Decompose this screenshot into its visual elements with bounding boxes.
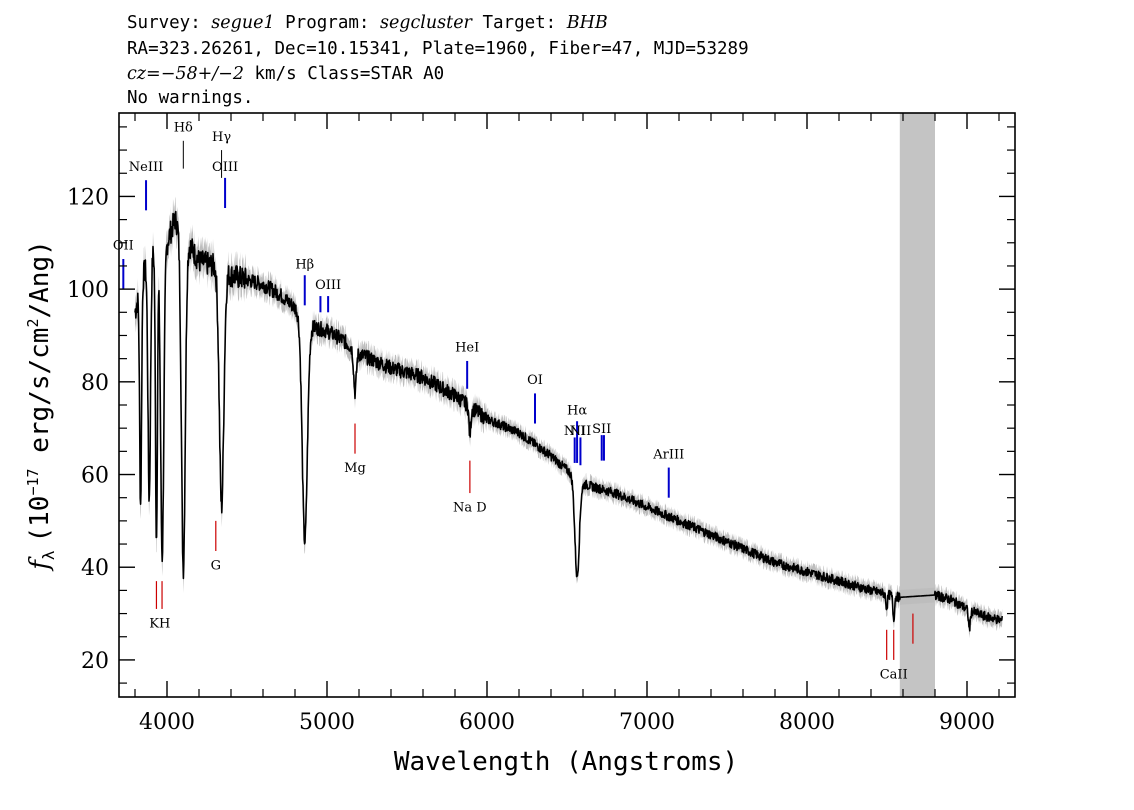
y-tick-label: 60: [81, 464, 109, 489]
emission-label: NII: [564, 424, 586, 439]
emission-label: Hγ: [212, 130, 231, 145]
y-tick-label: 120: [67, 185, 109, 210]
target-label: Target:: [472, 13, 567, 33]
cz-label: cz: [127, 64, 147, 84]
emission-label: SII: [592, 422, 611, 437]
header-line-4: No warnings.: [127, 88, 253, 108]
emission-label: Hδ: [174, 121, 193, 136]
error-envelope: [135, 196, 1003, 639]
target-value: BHB: [566, 13, 608, 33]
y-tick-label: 80: [81, 371, 109, 396]
emission-label: OI: [527, 373, 543, 388]
cz-value: =−58+/−2: [146, 64, 244, 84]
x-tick-label: 8000: [779, 710, 835, 735]
spectrum-line: [134, 210, 1003, 632]
y-title-exp1: −17: [24, 468, 42, 495]
x-axis-title: Wavelength (Angstroms): [394, 747, 738, 777]
program-value: segcluster: [380, 13, 474, 33]
y-tick-label: 40: [81, 556, 109, 581]
emission-label: HeI: [455, 341, 479, 356]
emission-label: NII: [570, 424, 592, 439]
emission-label: ArIII: [652, 447, 684, 462]
survey-value: segue1: [211, 13, 274, 33]
survey-label: Survey:: [127, 13, 211, 33]
x-tick-label: 5000: [299, 710, 355, 735]
y-title-mid: erg/s/cm: [25, 328, 55, 469]
x-tick-label: 7000: [619, 710, 675, 735]
x-tick-label: 4000: [139, 710, 195, 735]
header-line-2: RA=323.26261, Dec=10.15341, Plate=1960, …: [127, 39, 749, 59]
emission-label: Hα: [567, 403, 587, 418]
y-title-exp2: 2: [24, 319, 42, 328]
y-title-sub: λ: [39, 550, 58, 560]
y-tick-label: 100: [67, 278, 109, 303]
x-tick-label: 6000: [459, 710, 515, 735]
y-tick-label: 20: [81, 649, 109, 674]
emission-label: OII: [113, 239, 134, 254]
class-text: km/s Class=STAR A0: [244, 64, 444, 84]
x-tick-label: 9000: [939, 710, 995, 735]
absorption-label: Mg: [344, 461, 366, 476]
absorption-label: KH: [149, 616, 170, 631]
header-line-3: cz=−58+/−2 km/s Class=STAR A0: [127, 64, 444, 84]
absorption-label: G: [211, 559, 221, 574]
y-title-pre: (10: [25, 496, 55, 543]
masked-region: [899, 113, 935, 697]
absorption-label: CaII: [880, 667, 908, 682]
emission-label: NeIII: [129, 160, 163, 175]
header-line-1: Survey: segue1 Program: segcluster Targe…: [127, 13, 608, 33]
y-title-post: /Ang): [25, 240, 55, 318]
emission-label: OIII: [315, 278, 341, 293]
program-label: Program:: [275, 13, 380, 33]
emission-label: Hβ: [295, 257, 314, 272]
emission-label: OIII: [212, 160, 238, 175]
y-axis-title: fλ(10−17 erg/s/cm2/Ang): [24, 240, 58, 572]
absorption-label: Na D: [453, 501, 487, 516]
